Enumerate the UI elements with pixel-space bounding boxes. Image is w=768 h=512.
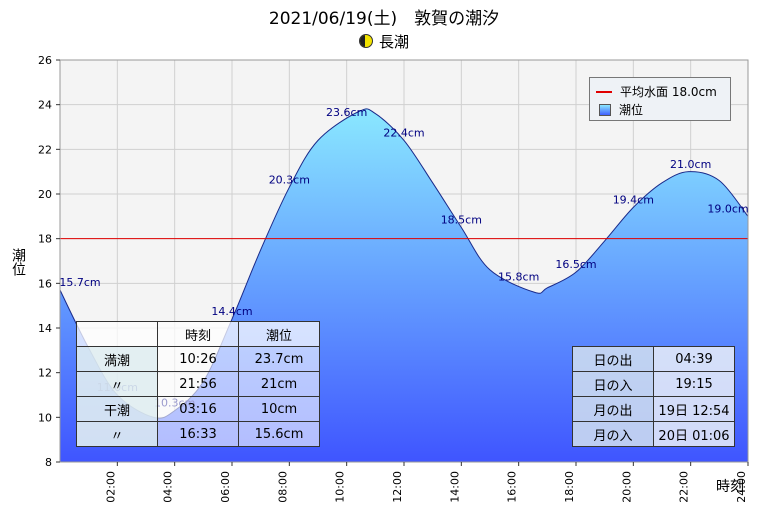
table-row: 干潮 03:16 10cm: [76, 396, 320, 422]
data-label: 19.0cm: [707, 202, 748, 215]
tide-swatch: [599, 103, 611, 116]
tide-level: 10cm: [238, 396, 320, 422]
table-row: 月の出 19日 12:54: [572, 396, 735, 422]
data-label: 19.4cm: [613, 193, 654, 206]
x-tick-label: 22:00: [678, 471, 691, 503]
tide-type: 干潮: [76, 396, 158, 422]
event-time: 19日 12:54: [653, 396, 735, 422]
tide-time: 03:16: [157, 396, 239, 422]
x-tick-label: 24:00: [735, 471, 748, 503]
event-time: 04:39: [653, 346, 735, 372]
table-row: 日の出 04:39: [572, 346, 735, 372]
table-row: 〃 16:33 15.6cm: [76, 421, 320, 447]
y-axis-label: 潮位: [10, 248, 26, 276]
tide-level: 15.6cm: [238, 421, 320, 447]
y-tick-label: 22: [38, 143, 52, 156]
tide-time: 16:33: [157, 421, 239, 447]
tide-type: 〃: [76, 421, 158, 447]
x-tick-label: 14:00: [448, 471, 461, 503]
legend-tide-label: 潮位: [619, 103, 644, 117]
tide-time: 10:26: [157, 346, 239, 372]
y-tick-label: 18: [38, 233, 52, 246]
tide-time: 21:56: [157, 371, 239, 397]
header-cell: 潮位: [238, 321, 320, 347]
table-row: 満潮 10:26 23.7cm: [76, 346, 320, 372]
moon-phase-icon: [358, 34, 373, 48]
event-time: 19:15: [653, 371, 735, 397]
data-label: 16.5cm: [555, 258, 596, 271]
table-row: 〃 21:56 21cm: [76, 371, 320, 397]
data-label: 18.5cm: [441, 214, 482, 227]
y-tick-label: 16: [38, 277, 52, 290]
y-tick-label: 14: [38, 322, 52, 335]
tide-table: 時刻 潮位 満潮 10:26 23.7cm 〃 21:56 21cm 干潮 03…: [76, 321, 320, 447]
event-label: 日の出: [572, 346, 654, 372]
event-label: 月の入: [572, 421, 654, 447]
table-row: 月の入 20日 01:06: [572, 421, 735, 447]
tide-type: 〃: [76, 371, 158, 397]
tide-table-header: 時刻 潮位: [76, 321, 320, 347]
legend-item-mean: 平均水面 18.0cm: [596, 83, 717, 100]
mean-line-swatch: [596, 90, 612, 93]
data-label: 20.3cm: [269, 173, 310, 186]
x-tick-label: 04:00: [162, 471, 175, 503]
x-tick-label: 02:00: [104, 471, 117, 503]
x-tick-label: 12:00: [391, 471, 404, 503]
x-tick-label: 18:00: [563, 471, 576, 503]
x-axis-label: 時刻: [716, 479, 744, 495]
sun-moon-table: 日の出 04:39 日の入 19:15 月の出 19日 12:54 月の入 20…: [572, 346, 735, 447]
y-tick-label: 12: [38, 367, 52, 380]
legend-item-tide: 潮位: [596, 101, 643, 118]
y-axis-ticks: 8 10 12 14 16 18 20 22 24 26: [38, 54, 60, 469]
data-label: 22.4cm: [383, 126, 424, 139]
data-label: 23.6cm: [326, 106, 367, 119]
data-label: 14.4cm: [211, 305, 252, 318]
chart-title: 2021/06/19(土) 敦賀の潮汐: [268, 9, 500, 29]
legend: 平均水面 18.0cm 潮位: [589, 77, 731, 121]
data-label: 15.8cm: [498, 270, 539, 283]
table-row: 日の入 19:15: [572, 371, 735, 397]
moon-phase: 長潮: [0, 31, 768, 52]
tide-level: 21cm: [238, 371, 320, 397]
header-cell: 時刻: [157, 321, 239, 347]
x-tick-label: 10:00: [334, 471, 347, 503]
header-cell: [76, 321, 158, 347]
event-time: 20日 01:06: [653, 421, 735, 447]
x-tick-label: 08:00: [276, 471, 289, 503]
x-tick-label: 20:00: [620, 471, 633, 503]
event-label: 月の出: [572, 396, 654, 422]
moon-phase-label: 長潮: [378, 33, 409, 51]
tide-type: 満潮: [76, 346, 158, 372]
y-tick-label: 10: [38, 411, 52, 424]
x-tick-label: 06:00: [219, 471, 232, 503]
x-tick-label: 16:00: [506, 471, 519, 503]
data-label: 15.7cm: [59, 276, 100, 289]
y-tick-label: 26: [38, 54, 52, 67]
data-labels: 15.7cm11.0cm10.3cm14.4cm20.3cm23.6cm22.4…: [59, 106, 748, 409]
y-tick-label: 20: [38, 188, 52, 201]
data-label: 21.0cm: [670, 158, 711, 171]
tide-level: 23.7cm: [238, 346, 320, 372]
legend-mean-label: 平均水面 18.0cm: [620, 85, 717, 99]
x-axis-ticks: 02:00 04:00 06:00 08:00 10:00 12:00 14:00 16:00…: [104, 462, 749, 503]
event-label: 日の入: [572, 371, 654, 397]
y-tick-label: 24: [38, 99, 52, 112]
y-tick-label: 8: [45, 456, 52, 469]
